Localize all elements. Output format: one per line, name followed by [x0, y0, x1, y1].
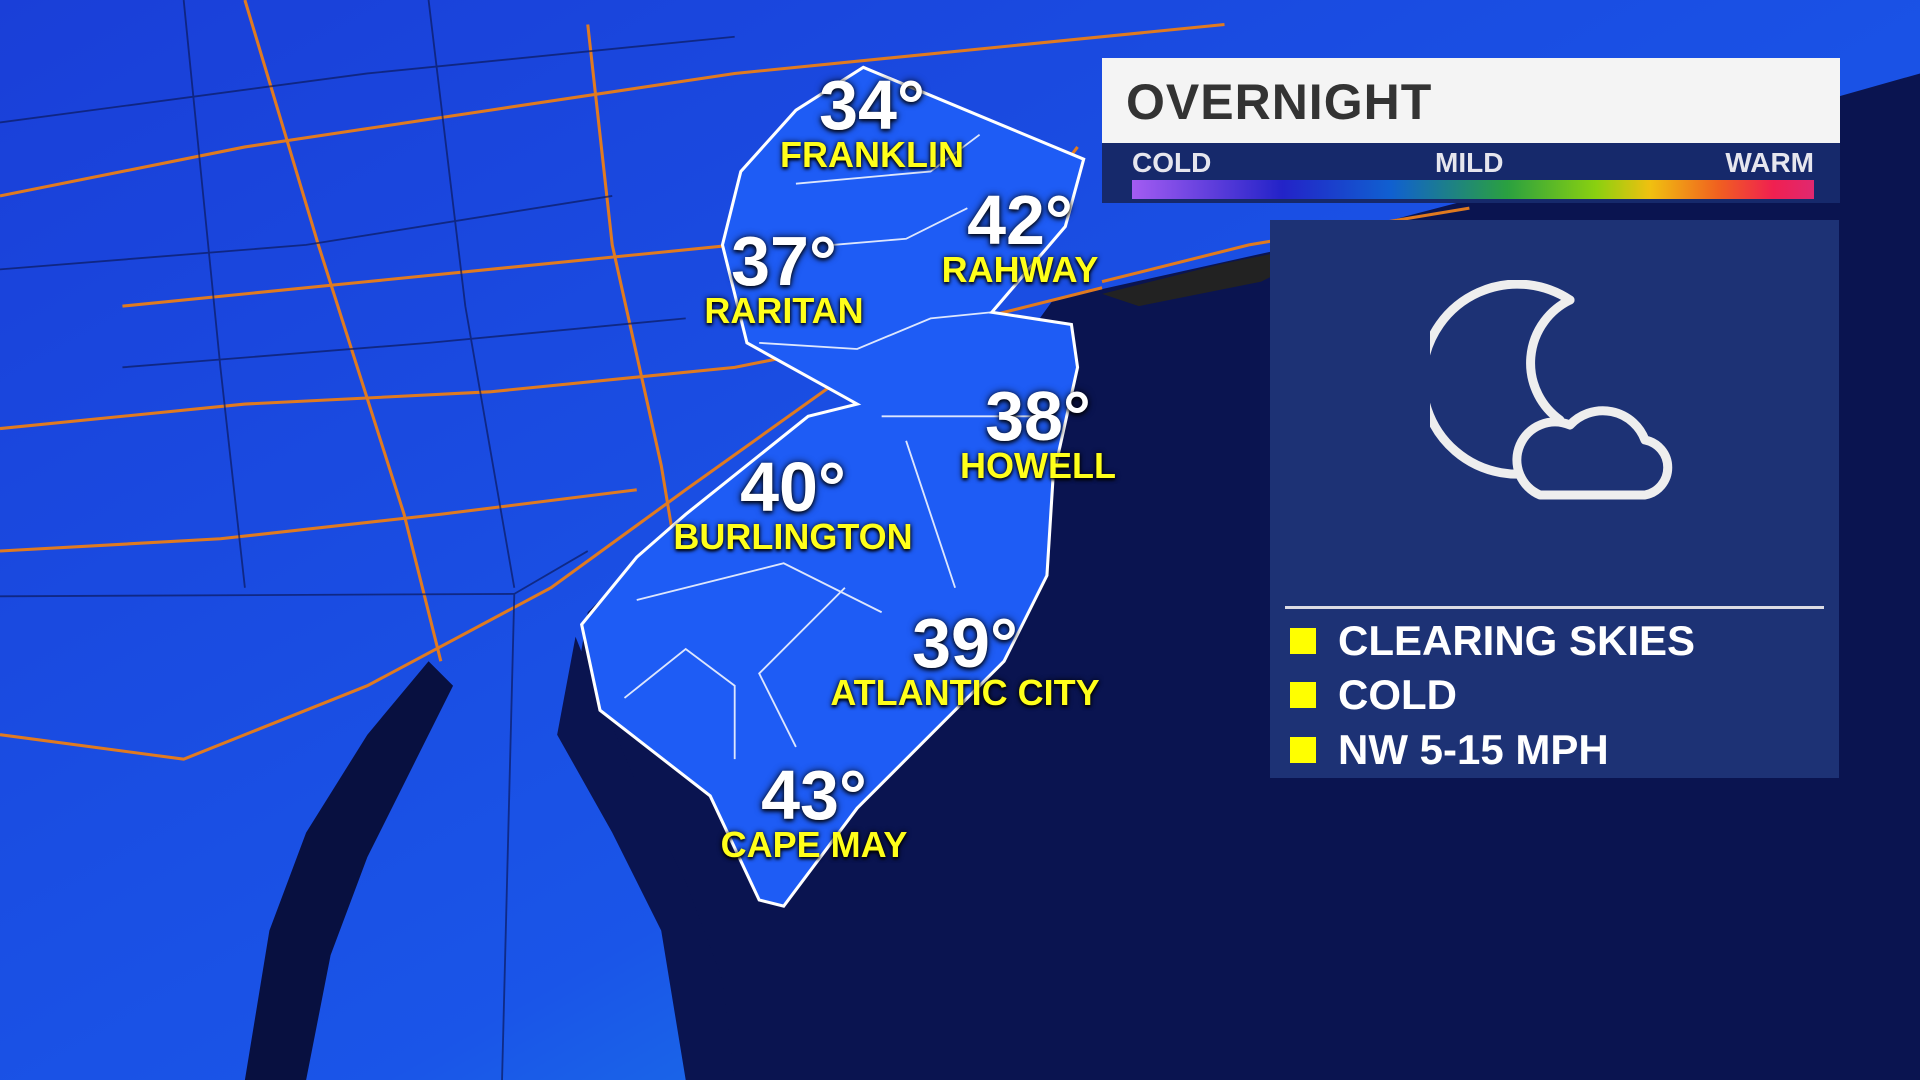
city-name: HOWELL [960, 445, 1116, 486]
scale-label-cold: COLD [1132, 147, 1212, 178]
conditions-panel: CLEARING SKIES COLD NW 5-15 MPH [1270, 220, 1839, 778]
title-box: OVERNIGHT [1102, 58, 1840, 143]
city-atlantic-city: 39° ATLANTIC CITY [830, 608, 1099, 712]
color-scale-bar [1132, 180, 1814, 199]
divider [1285, 606, 1824, 609]
city-franklin: 34° FRANKLIN [780, 70, 964, 174]
temperature-scale: COLD MILD WARM [1102, 143, 1840, 203]
city-temp: 34° [819, 66, 925, 144]
nj-county-lines [623, 133, 1041, 760]
city-temp: 39° [912, 604, 1018, 682]
city-name: CAPE MAY [720, 824, 908, 865]
bullet-icon [1290, 737, 1316, 763]
bullet-icon [1290, 682, 1316, 708]
city-temp: 42° [967, 181, 1073, 259]
condition-text: COLD [1338, 671, 1457, 718]
new-jersey [579, 65, 1086, 908]
delaware-bay [557, 636, 735, 1080]
condition-text: CLEARING SKIES [1338, 617, 1696, 664]
moon-cloud-icon [1430, 280, 1673, 500]
city-cape-may: 43° CAPE MAY [721, 760, 908, 864]
page-title: OVERNIGHT [1126, 74, 1433, 130]
city-howell: 38° HOWELL [960, 381, 1116, 485]
city-name: ATLANTIC CITY [830, 672, 1100, 713]
county-lines [0, 0, 735, 1080]
chesapeake-bay [244, 661, 454, 1080]
condition-item: COLD [1290, 671, 1457, 718]
city-name: FRANKLIN [780, 134, 964, 175]
city-raritan: 37° RARITAN [704, 226, 863, 330]
city-rahway: 42° RAHWAY [942, 185, 1099, 289]
scale-label-warm: WARM [1725, 147, 1814, 178]
city-temp: 43° [761, 756, 867, 834]
city-name: RARITAN [704, 290, 864, 331]
scale-label-mild: MILD [1435, 147, 1504, 178]
city-name: RAHWAY [941, 249, 1099, 290]
city-burlington: 40° BURLINGTON [673, 452, 912, 556]
condition-item: NW 5-15 MPH [1290, 726, 1609, 773]
city-temp: 37° [731, 222, 837, 300]
city-name: BURLINGTON [673, 516, 913, 557]
city-temp: 38° [985, 377, 1091, 455]
condition-text: NW 5-15 MPH [1338, 726, 1609, 773]
condition-item: CLEARING SKIES [1290, 617, 1695, 664]
city-temp: 40° [740, 448, 846, 526]
bullet-icon [1290, 628, 1316, 654]
